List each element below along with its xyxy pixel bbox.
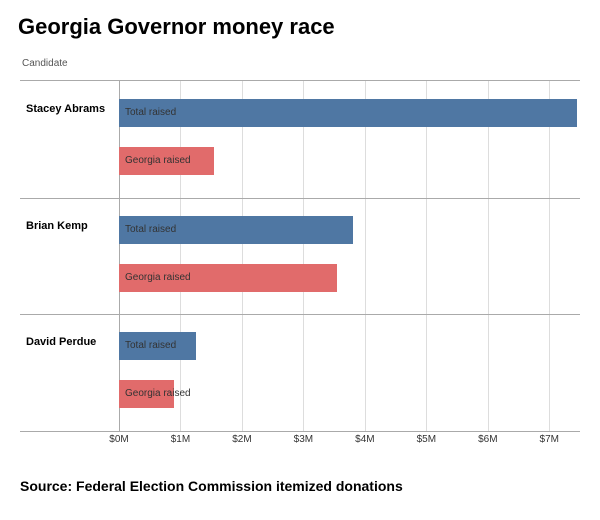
x-tick-label: $3M bbox=[294, 434, 313, 445]
group-divider bbox=[20, 198, 580, 199]
axis-category-label: Candidate bbox=[0, 40, 600, 73]
gridline bbox=[549, 81, 550, 431]
gridline bbox=[180, 81, 181, 431]
gridline bbox=[365, 81, 366, 431]
chart-title: Georgia Governor money race bbox=[0, 0, 600, 40]
gridline bbox=[488, 81, 489, 431]
chart-area: Stacey Abrams Total raised Georgia raised B… bbox=[20, 80, 580, 430]
candidate-label: Brian Kemp bbox=[26, 220, 88, 232]
x-tick-label: $5M bbox=[417, 434, 436, 445]
series-label: Total raised bbox=[125, 340, 176, 351]
bar bbox=[119, 99, 577, 127]
x-tick-label: $4M bbox=[355, 434, 374, 445]
gridline bbox=[242, 81, 243, 431]
series-label: Georgia raised bbox=[125, 388, 191, 399]
gridline bbox=[303, 81, 304, 431]
series-label: Total raised bbox=[125, 224, 176, 235]
candidate-label: Stacey Abrams bbox=[26, 103, 105, 115]
x-tick-label: $1M bbox=[171, 434, 190, 445]
candidate-label: David Perdue bbox=[26, 336, 96, 348]
x-tick-label: $2M bbox=[232, 434, 251, 445]
series-label: Georgia raised bbox=[125, 272, 191, 283]
series-label: Georgia raised bbox=[125, 155, 191, 166]
x-tick-label: $7M bbox=[540, 434, 559, 445]
gridline bbox=[426, 81, 427, 431]
chart-source: Source: Federal Election Commission item… bbox=[20, 478, 403, 494]
group-divider bbox=[20, 431, 580, 432]
chart-plot bbox=[119, 81, 580, 431]
group-divider bbox=[20, 314, 580, 315]
x-tick-label: $6M bbox=[478, 434, 497, 445]
series-label: Total raised bbox=[125, 107, 176, 118]
gridline bbox=[119, 81, 120, 431]
x-tick-label: $0M bbox=[109, 434, 128, 445]
